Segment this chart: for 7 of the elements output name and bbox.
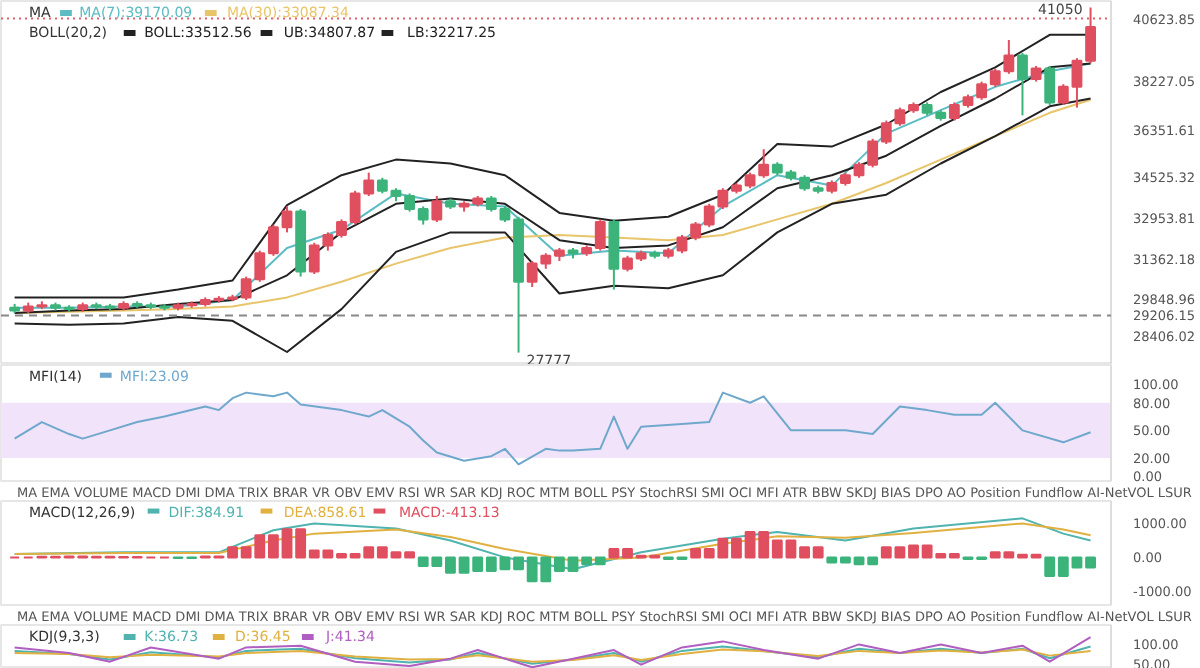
candlestick: [1044, 65, 1056, 106]
line-series: [13, 391, 1092, 466]
candlestick: [431, 195, 443, 223]
line-series: [13, 97, 1092, 353]
candlestick: [608, 218, 620, 291]
line-series: [13, 522, 1092, 562]
candlestick: [1017, 52, 1028, 117]
